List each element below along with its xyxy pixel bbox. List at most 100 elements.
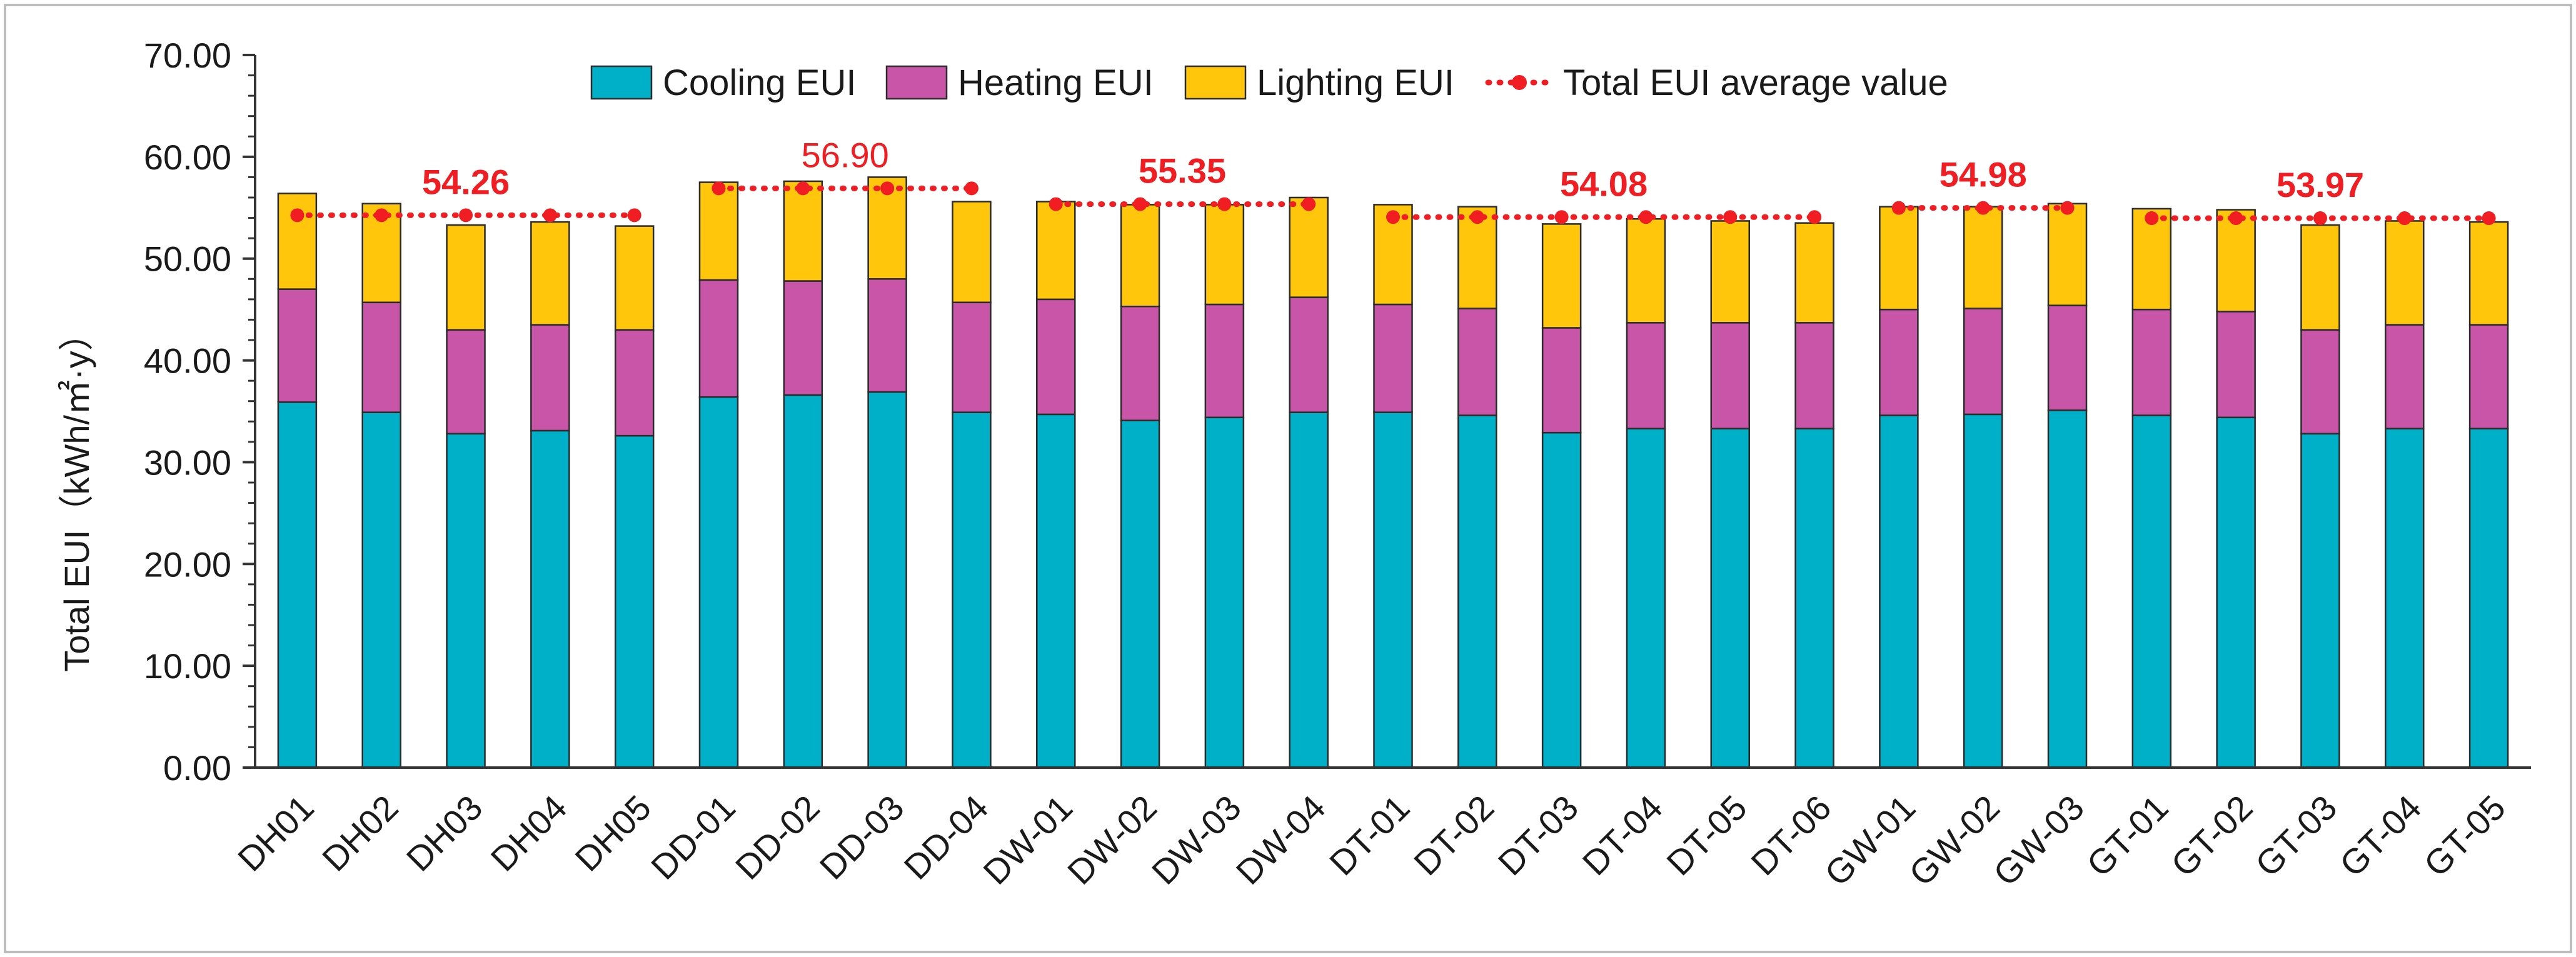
- bar-stack: [1120, 204, 1160, 769]
- average-point: [2145, 211, 2159, 226]
- bar-segment-cooling-eui: [446, 433, 486, 769]
- bar-segment-heating-eui: [698, 279, 739, 398]
- bar-segment-heating-eui: [2216, 311, 2256, 419]
- bar-segment-heating-eui: [783, 280, 823, 396]
- bar-segment-lighting-eui: [1541, 223, 1582, 329]
- bar-segment-heating-eui: [361, 301, 401, 413]
- bar-segment-cooling-eui: [2300, 433, 2340, 769]
- bar-stack: [2216, 209, 2256, 769]
- bar-segment-cooling-eui: [783, 394, 823, 769]
- legend-swatch: [590, 65, 653, 100]
- bar-segment-lighting-eui: [1710, 220, 1751, 324]
- bar-segment-cooling-eui: [1035, 413, 1076, 769]
- bar-stack: [1879, 206, 1919, 769]
- legend-label: Lighting EUI: [1257, 63, 1454, 103]
- bar-stack: [952, 201, 992, 769]
- average-point: [2397, 211, 2412, 226]
- bar-segment-heating-eui: [952, 301, 992, 413]
- bar-segment-heating-eui: [1120, 306, 1160, 421]
- bar-segment-lighting-eui: [1879, 206, 1919, 311]
- bar-segment-lighting-eui: [2385, 220, 2425, 326]
- average-point: [2313, 211, 2327, 226]
- bar-segment-lighting-eui: [1963, 206, 2003, 309]
- bar-stack: [1373, 204, 1413, 769]
- average-point: [1723, 210, 1738, 224]
- legend-swatch: [1184, 65, 1247, 100]
- bar-segment-heating-eui: [277, 288, 318, 403]
- y-tick-label: 0.00: [163, 748, 231, 788]
- bar-stack: [1710, 220, 1751, 769]
- bar-segment-cooling-eui: [1794, 428, 1834, 769]
- bar-segment-heating-eui: [1794, 322, 1834, 429]
- average-point: [2482, 211, 2496, 226]
- bar-stack: [1204, 204, 1245, 769]
- bar-segment-heating-eui: [1035, 298, 1076, 416]
- bar-stack: [446, 224, 486, 769]
- bar-segment-heating-eui: [1289, 296, 1329, 413]
- average-point: [2060, 201, 2075, 215]
- bar-segment-lighting-eui: [446, 224, 486, 331]
- bar-segment-lighting-eui: [2216, 209, 2256, 313]
- bar-segment-lighting-eui: [277, 193, 318, 290]
- bar-segment-cooling-eui: [698, 396, 739, 769]
- bar-stack: [614, 225, 655, 769]
- bar-segment-cooling-eui: [2131, 414, 2172, 769]
- legend-label: Heating EUI: [958, 63, 1154, 103]
- bar-stack: [1626, 218, 1666, 769]
- average-point: [375, 208, 389, 223]
- average-point: [964, 181, 979, 196]
- average-point: [1976, 201, 1990, 215]
- bar-stack: [1794, 222, 1834, 769]
- average-point: [1554, 210, 1569, 224]
- bar-stack: [1963, 206, 2003, 769]
- average-point: [2229, 211, 2243, 226]
- bar-segment-cooling-eui: [530, 429, 570, 769]
- bar-segment-lighting-eui: [2300, 224, 2340, 331]
- y-axis-label: Total EUI（kWh/㎡·y）: [57, 316, 96, 671]
- bar-segment-heating-eui: [2047, 304, 2088, 411]
- bar-stack: [698, 181, 739, 769]
- bar-segment-heating-eui: [2300, 329, 2340, 435]
- bar-stack: [2131, 208, 2172, 769]
- bar-segment-cooling-eui: [1289, 411, 1329, 769]
- average-point: [796, 181, 810, 196]
- bar-segment-heating-eui: [2385, 324, 2425, 429]
- y-tick-label: 40.00: [144, 341, 231, 381]
- y-tick-label: 50.00: [144, 239, 231, 279]
- bar-segment-heating-eui: [1963, 308, 2003, 416]
- bar-segment-cooling-eui: [361, 411, 401, 769]
- bar-segment-heating-eui: [867, 278, 907, 393]
- bar-segment-lighting-eui: [1289, 196, 1329, 298]
- bar-stack: [277, 193, 318, 769]
- bar-segment-heating-eui: [530, 324, 570, 432]
- bar-segment-cooling-eui: [952, 411, 992, 769]
- y-tick-label: 20.00: [144, 544, 231, 584]
- legend-swatch: [885, 65, 948, 100]
- bar-segment-cooling-eui: [1373, 411, 1413, 769]
- bar-stack: [1541, 223, 1582, 769]
- average-value-label: 54.98: [1940, 155, 2027, 194]
- bar-segment-heating-eui: [2131, 308, 2172, 416]
- bar-segment-heating-eui: [1710, 322, 1751, 429]
- y-tick-label: 30.00: [144, 443, 231, 482]
- legend: Cooling EUI Heating EUI Lighting EUI Total …: [590, 63, 1948, 103]
- average-point: [1470, 210, 1484, 224]
- legend-marker: [1512, 75, 1527, 90]
- bar-segment-cooling-eui: [1541, 431, 1582, 769]
- bar-segment-cooling-eui: [1879, 414, 1919, 769]
- average-point: [627, 208, 641, 223]
- y-tick-label: 60.00: [144, 138, 231, 177]
- average-point: [1386, 210, 1400, 224]
- bar-segment-cooling-eui: [2385, 428, 2425, 769]
- bar-stack: [783, 180, 823, 769]
- average-point: [1639, 210, 1653, 224]
- bar-segment-heating-eui: [1204, 303, 1245, 419]
- bar-segment-heating-eui: [1457, 308, 1497, 416]
- bar-segment-cooling-eui: [1457, 414, 1497, 769]
- average-point: [290, 208, 304, 223]
- y-tick-label: 70.00: [144, 36, 231, 75]
- average-value-label: 53.97: [2277, 165, 2364, 204]
- average-point: [1049, 197, 1063, 211]
- bar-segment-heating-eui: [1541, 327, 1582, 434]
